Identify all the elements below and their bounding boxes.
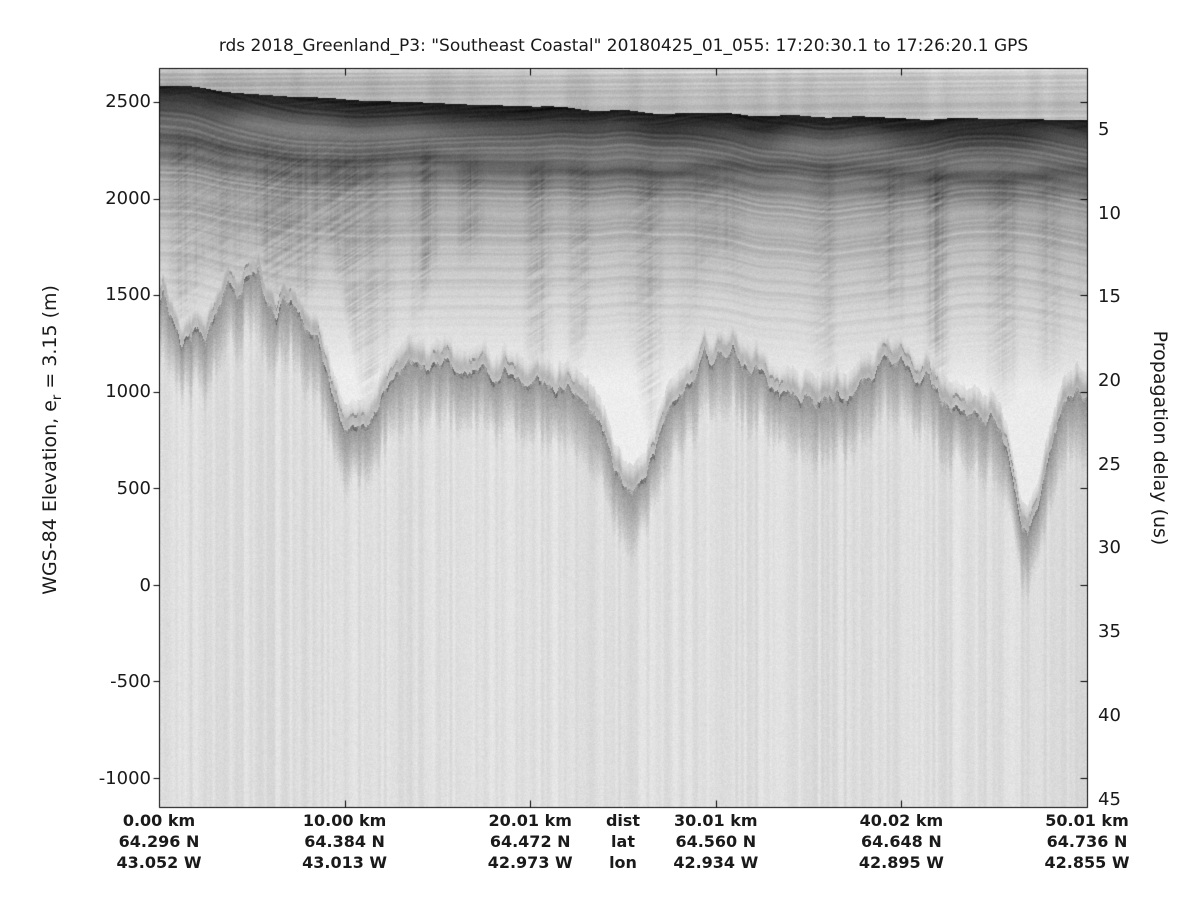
elevation-tick-label: 2500 <box>105 91 151 113</box>
x-axis-column: 20.01 km 64.472 N 42.973 W <box>435 810 625 873</box>
dist-label: 50.01 km <box>1045 811 1129 830</box>
delay-tick-label: 40 <box>1098 704 1121 726</box>
lat-label: 64.384 N <box>304 832 385 851</box>
dist-label: 30.01 km <box>674 811 758 830</box>
x-axis-column: 30.01 km 64.560 N 42.934 W <box>621 810 811 873</box>
elevation-tick-label: 500 <box>116 477 151 499</box>
x-axis-column: 50.01 km 64.736 N 42.855 W <box>992 810 1182 873</box>
plot-title: rds 2018_Greenland_P3: "Southeast Coasta… <box>218 36 1029 56</box>
x-axis-column: 10.00 km 64.384 N 43.013 W <box>250 810 440 873</box>
lon-label: 42.934 W <box>673 853 759 872</box>
lon-row-header: lon <box>609 853 637 872</box>
lat-label: 64.648 N <box>861 832 942 851</box>
elevation-tick-label: -500 <box>110 671 151 693</box>
dist-label: 40.02 km <box>859 811 944 830</box>
lat-label: 64.296 N <box>118 832 200 851</box>
lon-label: 42.855 W <box>1044 853 1130 872</box>
elevation-tick-label: 0 <box>139 574 151 596</box>
elevation-tick-label: 1500 <box>105 284 151 306</box>
lat-row-header: lat <box>611 832 635 851</box>
delay-tick-label: 45 <box>1098 788 1121 810</box>
lat-label: 64.736 N <box>1046 832 1128 851</box>
delay-tick-label: 10 <box>1098 202 1121 224</box>
lon-label: 43.052 W <box>116 853 202 872</box>
delay-tick-label: 30 <box>1098 537 1121 559</box>
delay-tick-label: 25 <box>1098 453 1121 475</box>
lat-label: 64.472 N <box>489 832 571 851</box>
delay-tick-label: 35 <box>1098 621 1121 643</box>
x-axis-row-headers: dist lat lon <box>528 810 718 873</box>
lat-label: 64.560 N <box>675 832 757 851</box>
lon-label: 42.895 W <box>858 853 944 872</box>
x-axis-column: 40.02 km 64.648 N 42.895 W <box>806 810 996 873</box>
elevation-tick-label: 1000 <box>105 381 151 403</box>
dist-label: 20.01 km <box>488 811 572 830</box>
dist-row-header: dist <box>605 811 641 830</box>
echogram-canvas <box>149 58 1098 818</box>
lon-label: 43.013 W <box>302 853 388 872</box>
lon-label: 42.973 W <box>487 853 573 872</box>
dist-label: 0.00 km <box>122 811 196 830</box>
delay-tick-label: 15 <box>1098 286 1121 308</box>
delay-tick-label: 5 <box>1098 118 1110 140</box>
x-axis-column: 0.00 km 64.296 N 43.052 W <box>64 810 254 873</box>
elevation-tick-label: 2000 <box>105 187 151 209</box>
delay-tick-label: 20 <box>1098 370 1121 392</box>
dist-label: 10.00 km <box>302 811 387 830</box>
elevation-tick-label: -1000 <box>98 767 151 789</box>
